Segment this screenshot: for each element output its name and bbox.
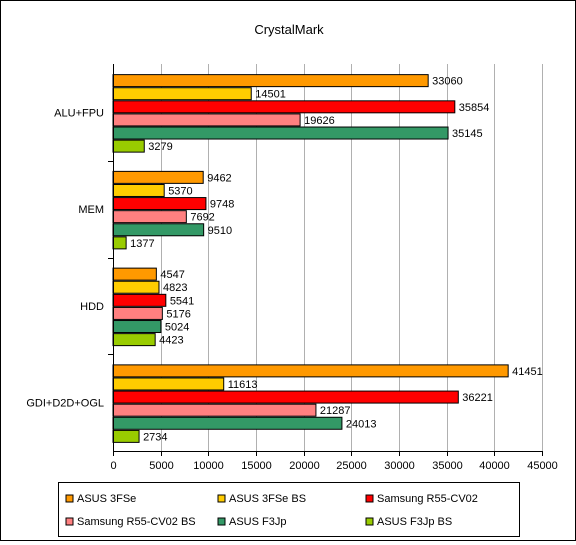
bar	[112, 403, 317, 417]
bar	[112, 280, 160, 294]
bar	[112, 416, 343, 430]
data-label: 2734	[143, 431, 167, 443]
x-tick-label: 35000	[432, 460, 463, 472]
x-tick-label: 45000	[527, 460, 558, 472]
legend-swatch	[65, 494, 74, 503]
data-label: 5176	[166, 308, 190, 320]
data-label: 41451	[512, 366, 543, 378]
category-label: GDI+D2D+OGL	[26, 398, 104, 410]
data-label: 3279	[148, 141, 172, 153]
x-tick-label: 10000	[193, 460, 224, 472]
data-label: 35854	[459, 102, 490, 114]
bar	[112, 87, 252, 101]
bar	[112, 210, 187, 224]
bar	[112, 126, 449, 140]
data-label: 24013	[346, 418, 377, 430]
bar	[112, 236, 127, 250]
data-label: 21287	[320, 405, 351, 417]
data-label: 5024	[165, 322, 189, 334]
data-label: 35145	[452, 128, 483, 140]
bar	[112, 320, 162, 334]
data-label: 33060	[432, 76, 463, 88]
legend-box	[58, 482, 520, 537]
bar	[112, 100, 456, 114]
data-label: 9462	[207, 172, 231, 184]
legend-swatch	[65, 517, 74, 526]
legend-swatch	[365, 494, 374, 503]
legend-swatch	[217, 517, 226, 526]
bar	[112, 223, 205, 237]
x-tick-label: 25000	[336, 460, 367, 472]
category-label: ALU+FPU	[54, 107, 104, 119]
legend-swatch	[365, 517, 374, 526]
data-label: 4547	[160, 269, 184, 281]
data-label: 9748	[210, 199, 234, 211]
bar	[112, 267, 157, 281]
data-label: 5370	[168, 185, 192, 197]
bar	[112, 74, 429, 88]
bar	[112, 429, 140, 443]
data-label: 19626	[304, 115, 335, 127]
bar	[112, 197, 207, 211]
bar	[112, 113, 301, 127]
data-label: 11613	[228, 379, 258, 391]
bar	[112, 306, 163, 320]
data-label: 7692	[190, 212, 214, 224]
data-label: 1377	[130, 238, 154, 250]
data-label: 5541	[170, 295, 194, 307]
data-label: 4823	[163, 282, 187, 294]
data-label: 9510	[208, 225, 232, 237]
x-tick-label: 15000	[241, 460, 272, 472]
x-tick-label: 5000	[149, 460, 173, 472]
category-label: MEM	[78, 204, 104, 216]
legend-swatch	[217, 494, 226, 503]
x-tick-label: 20000	[289, 460, 320, 472]
data-label: 14501	[255, 89, 286, 101]
legend: ASUS 3FSe ASUS 3FSe BS Samsung R55-CV02 Sam…	[58, 482, 520, 537]
category-label: HDD	[80, 301, 104, 313]
bar	[112, 333, 156, 347]
data-label: 4423	[159, 335, 183, 347]
legend-label: ASUS F3Jp BS	[377, 516, 452, 528]
legend-label: Samsung R55-CV02 BS	[77, 516, 196, 528]
legend-label: ASUS F3Jp	[229, 516, 286, 528]
x-tick-label: 0	[110, 460, 116, 472]
legend-label: Samsung R55-CV02	[377, 493, 478, 505]
bar	[112, 364, 509, 378]
bar	[112, 293, 167, 307]
bar	[112, 183, 165, 197]
x-tick-label: 40000	[479, 460, 510, 472]
data-label: 36221	[462, 392, 493, 404]
plot-area: ALU+FPU 33060 14501 35854 19626 35145 3279 MEM 9…	[26, 64, 558, 472]
bar	[112, 390, 459, 404]
bar	[112, 170, 204, 184]
x-tick-label: 30000	[384, 460, 415, 472]
chart-title: CrystalMark	[254, 22, 324, 37]
bar	[112, 139, 145, 153]
legend-label: ASUS 3FSe BS	[229, 493, 306, 505]
bar	[112, 377, 225, 391]
legend-label: ASUS 3FSe	[77, 493, 136, 505]
